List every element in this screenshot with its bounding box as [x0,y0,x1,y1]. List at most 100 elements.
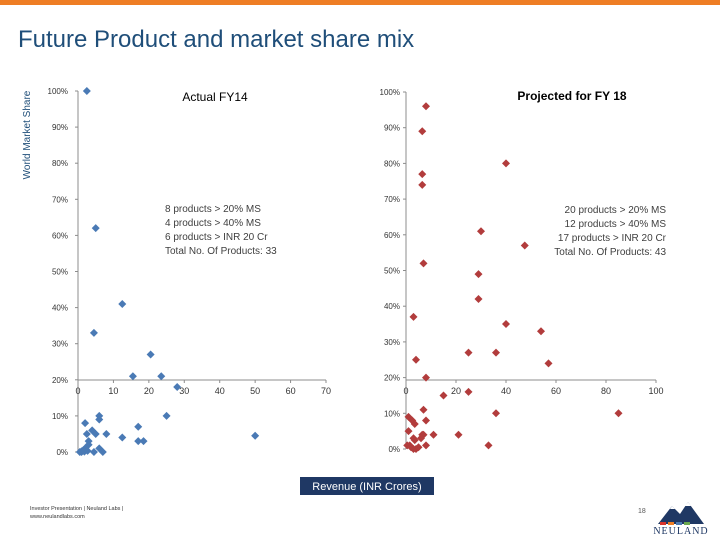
fy18-data-point [502,320,510,329]
fy14-data-point [95,415,104,424]
footer-line-1: Investor Presentation | Neuland Labs | [30,506,124,512]
fy18-y-tick-label: 80% [384,159,400,168]
fy18-x-tick-label: 60 [551,386,561,396]
fy18-y-tick-label: 70% [384,195,400,204]
fy18-annotation-line: 20 products > 20% MS [565,205,667,216]
fy18-data-point [418,180,427,189]
fy14-y-tick-label: 100% [48,87,68,96]
fy18-data-point [418,127,427,136]
fy18-y-tick-label: 90% [384,124,400,133]
fy18-data-point [484,441,493,450]
fy18-y-tick-label: 0% [388,445,400,454]
fy18-data-point [404,427,413,436]
fy18-y-tick-label: 10% [384,409,400,418]
fy18-data-point [454,430,463,439]
fy18-y-tick-label: 50% [384,267,400,276]
fy14-data-point [251,431,260,440]
fy18-data-point [464,387,473,396]
mountain-logo-icon [658,502,704,525]
fy14-data-point [82,429,91,438]
fy14-annotation-line: 6 products > INR 20 Cr [165,232,268,243]
fy18-data-point [439,391,448,400]
fy14-data-point [162,411,171,420]
fy18-y-tick-label: 40% [384,302,400,311]
fy14-data-point [89,448,98,456]
fy14-data-point [89,328,98,337]
fy14-data-point [118,433,127,442]
fy18-data-point [544,359,553,368]
fy18-annotation-line: 12 products > 40% MS [565,219,667,230]
logo-text: NEULAND [653,526,709,537]
fy14-y-tick-label: 50% [52,268,68,277]
fy18-data-point [419,405,428,414]
fy14-annotation-line: Total No. Of Products: 33 [165,246,277,257]
fy14-data-point [84,440,93,449]
fy18-x-axis-label-box [300,477,434,495]
fy14-x-tick-label: 10 [108,386,118,396]
footer: Investor Presentation | Neuland Labs | w… [30,505,123,521]
fy14-y-axis-label: World Market Share [22,90,33,179]
fy18-data-point [429,430,438,439]
fy14-data-point [82,87,91,95]
fy14-y-tick-label: 0% [56,448,68,457]
fy14-x-tick-label: 0 [75,386,80,396]
fy18-data-point [419,259,428,268]
fy18-data-point [422,373,430,382]
fy18-data-point [520,241,529,250]
fy14-chart-title: Actual FY14 [182,90,248,104]
fy18-data-point [412,355,420,364]
fy14-y-tick-label: 60% [52,231,68,240]
fy18-x-axis-label: Revenue (INR Crores) [312,481,421,493]
fy18-data-point [474,295,483,304]
fy18-y-tick-label: 100% [380,88,400,97]
fy18-data-point [410,436,419,445]
fy18-y-tick-label: 20% [384,374,400,383]
fy14-y-tick-label: 80% [52,159,68,168]
fy18-data-point [477,227,485,236]
fy18-data-point [502,159,510,168]
page-number: 18 [638,508,646,515]
fy14-data-point [139,437,148,446]
fy14-y-tick-label: 40% [52,304,68,313]
fy14-data-point [81,419,90,428]
top-accent-bar [0,0,720,5]
fy18-x-tick-label: 40 [501,386,511,396]
fy18-data-point [464,348,473,357]
fy14-data-point [173,383,182,392]
fy18-data-point [409,312,418,321]
fy18-data-point [614,409,623,418]
fy18-data-point [492,409,500,418]
fy18-x-tick-label: 100 [648,386,663,396]
fy18-annotation-line: 17 products > INR 20 Cr [558,233,667,244]
fy14-data-point [134,437,143,446]
fy18-data-point [422,102,430,111]
fy14-data-point [91,224,100,233]
fy14-data-point [98,448,107,456]
fy18-data-point [422,416,430,425]
fy14-data-point [83,446,92,455]
fy14-y-tick-label: 90% [52,123,68,132]
company-logo: NEULAND [650,496,712,538]
fy14-data-point [91,429,100,438]
fy18-x-tick-label: 0 [403,386,408,396]
fy14-annotation-line: 4 products > 40% MS [165,218,261,229]
fy14-annotation-line: 8 products > 20% MS [165,204,261,215]
fy14-data-point [134,422,143,431]
fy14-x-tick-label: 60 [286,386,296,396]
fy18-data-point [537,327,545,336]
fy14-y-tick-label: 10% [52,412,68,421]
fy14-x-tick-label: 20 [144,386,154,396]
fy14-y-tick-label: 30% [52,340,68,349]
fy18-data-point [492,348,500,357]
fy18-x-tick-label: 20 [451,386,461,396]
fy14-data-point [146,350,155,359]
fy14-x-tick-label: 40 [215,386,225,396]
fy18-data-point [410,420,419,429]
page-title: Future Product and market share mix [18,26,415,53]
fy18-data-point [417,434,425,443]
fy18-data-point [474,270,483,279]
fy14-x-tick-label: 30 [179,386,189,396]
fy14-data-point [157,372,166,381]
fy18-annotation-line: Total No. Of Products: 43 [554,247,666,258]
fy14-data-point [102,429,111,438]
